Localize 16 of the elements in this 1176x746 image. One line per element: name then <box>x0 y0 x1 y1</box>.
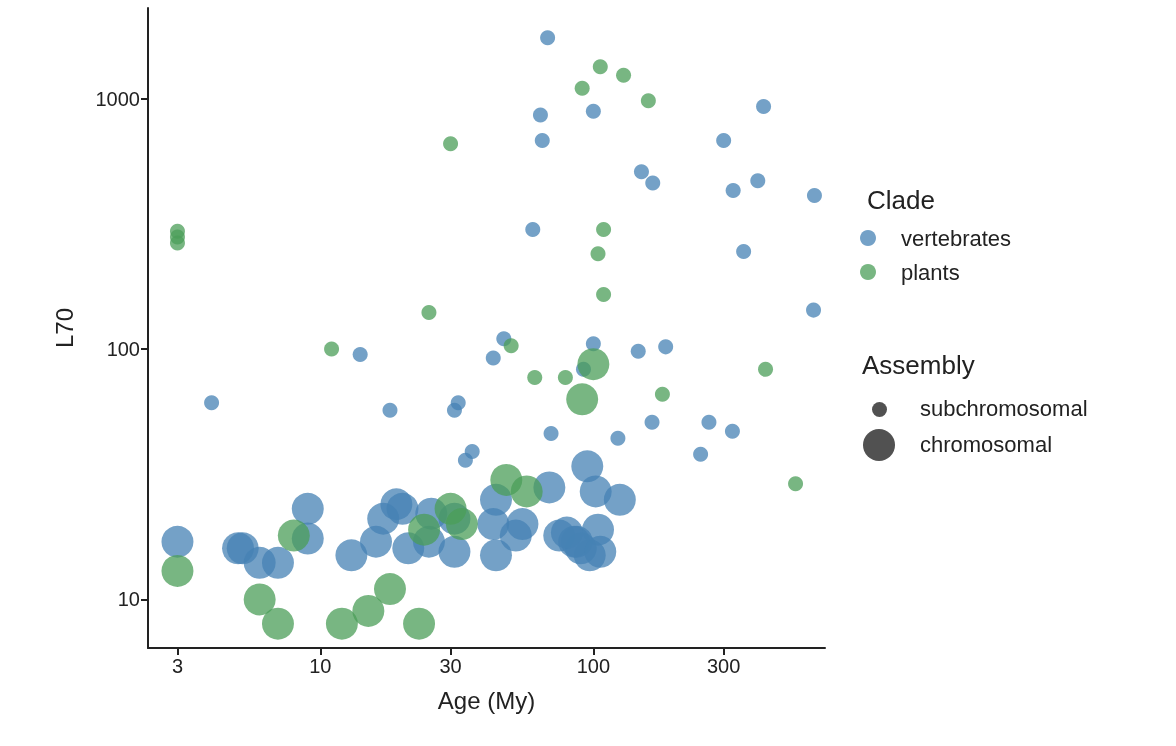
x-tick-label: 30 <box>439 655 462 677</box>
text: Assembly <box>862 350 976 381</box>
x-axis-title: Age (My) <box>437 686 536 714</box>
legend-title: Clade <box>867 185 935 215</box>
y-tick-label: 100 <box>106 338 140 361</box>
legend-label: subchromosomal <box>920 396 1088 422</box>
y-axis-title: L70 <box>50 307 78 349</box>
y-tick-label: 1000 <box>95 87 140 110</box>
legend-label: vertebrates <box>901 225 1012 251</box>
x-tick-label: 100 <box>576 655 611 677</box>
legend-label: chromosomal <box>920 432 1053 458</box>
x-tick-label: 3 <box>171 655 184 677</box>
legend-label: plants <box>901 259 960 285</box>
x-tick-label: 10 <box>309 655 332 677</box>
x-tick-label: 300 <box>706 655 741 677</box>
y-tick-label: 10 <box>117 588 140 611</box>
